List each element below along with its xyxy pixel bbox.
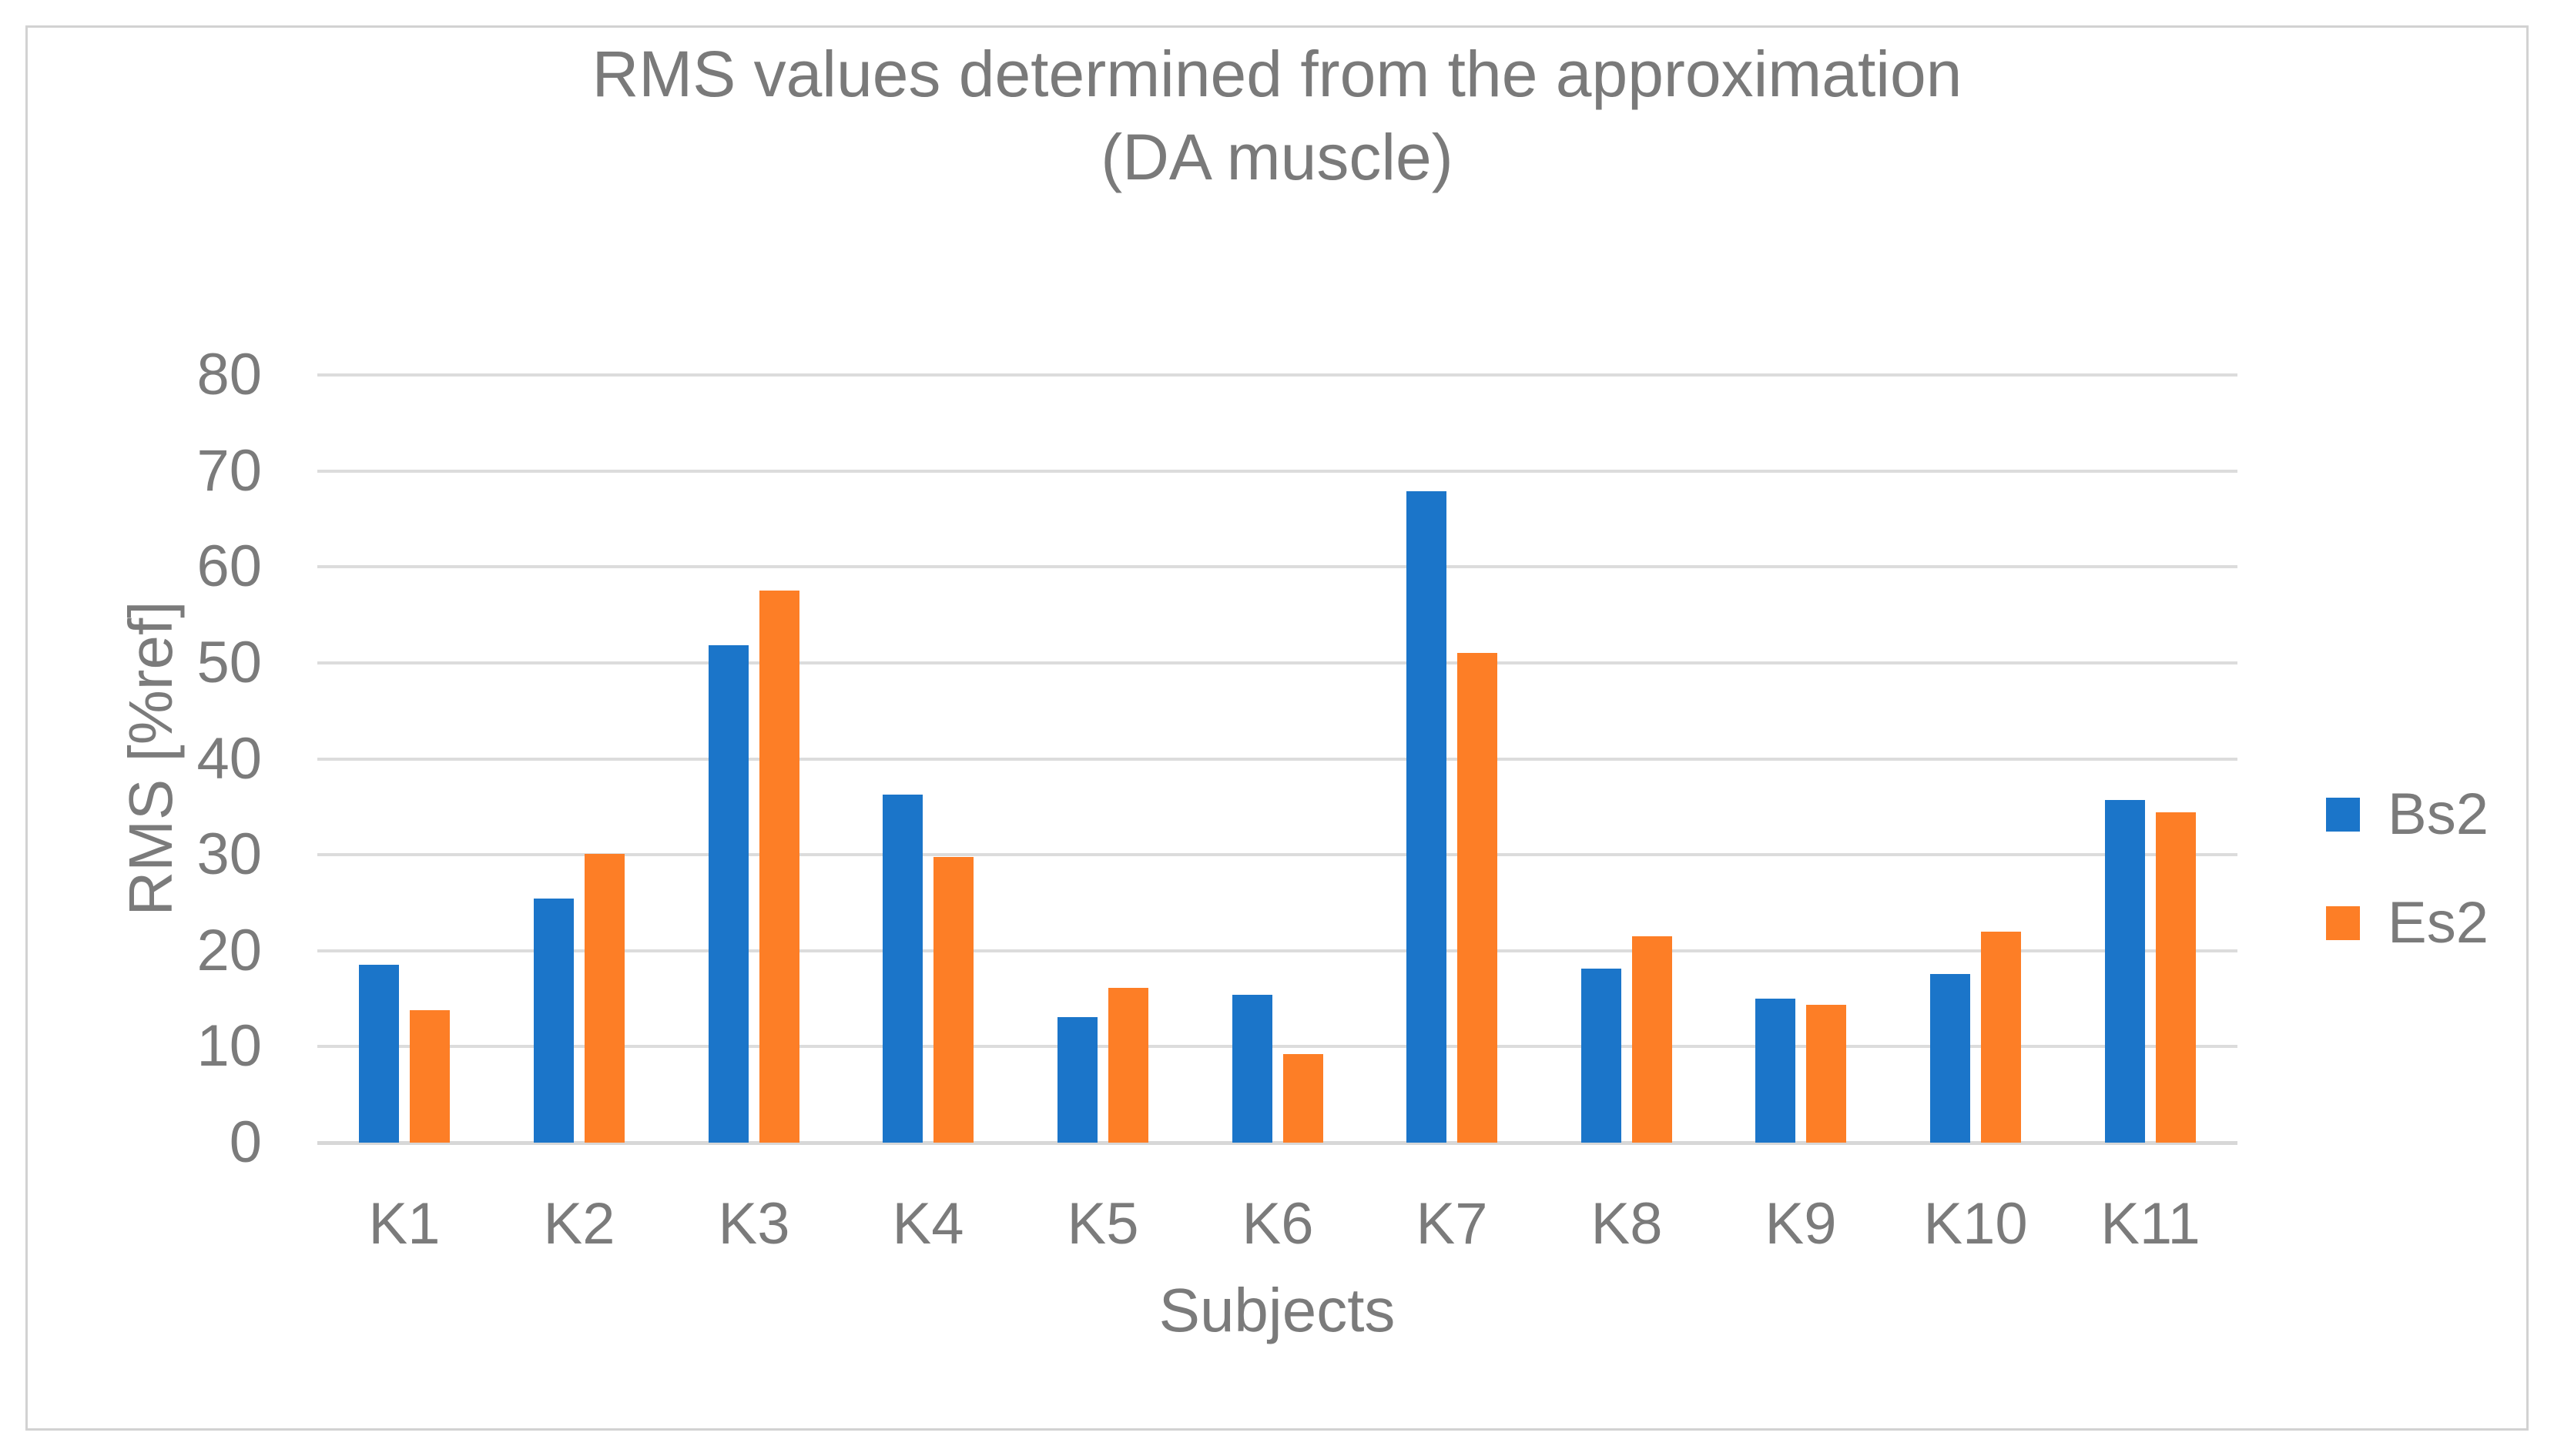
- bar-es2-k11: [2156, 812, 2196, 1143]
- x-category-label-k6: K6: [1242, 1191, 1314, 1257]
- y-tick-label-50: 50: [196, 629, 262, 695]
- bar-bs2-k7: [1406, 491, 1446, 1143]
- y-tick-label-40: 40: [196, 725, 262, 792]
- chart-title-line1: RMS values determined from the approxima…: [592, 38, 1962, 110]
- chart-title-line2: (DA muscle): [1101, 121, 1453, 193]
- x-category-label-k4: K4: [892, 1191, 964, 1257]
- y-tick-label-60: 60: [196, 534, 262, 600]
- bar-bs2-k3: [709, 645, 749, 1143]
- bar-bs2-k11: [2105, 800, 2145, 1143]
- gridline-y-50: [317, 661, 2237, 664]
- x-category-label-k1: K1: [368, 1191, 441, 1257]
- bar-es2-k9: [1806, 1005, 1846, 1143]
- x-category-label-k2: K2: [543, 1191, 615, 1257]
- bar-es2-k3: [759, 591, 799, 1143]
- y-tick-label-10: 10: [196, 1013, 262, 1079]
- bar-es2-k10: [1981, 932, 2021, 1143]
- x-category-label-k8: K8: [1590, 1191, 1663, 1257]
- y-tick-label-20: 20: [196, 917, 262, 983]
- x-axis-title: Subjects: [1158, 1276, 1396, 1344]
- gridline-y-40: [317, 757, 2237, 761]
- legend-label-es2: Es2: [2388, 890, 2489, 956]
- chart-border: [25, 25, 2529, 1431]
- y-tick-label-0: 0: [229, 1110, 262, 1175]
- x-category-label-k9: K9: [1765, 1191, 1837, 1257]
- bar-es2-k4: [933, 857, 974, 1143]
- legend-item-bs2: Bs2: [2326, 785, 2489, 844]
- x-category-label-k5: K5: [1067, 1191, 1139, 1257]
- bar-es2-k5: [1108, 988, 1148, 1143]
- gridline-y-30: [317, 853, 2237, 857]
- x-category-label-k7: K7: [1416, 1191, 1488, 1257]
- gridline-y-70: [317, 469, 2237, 473]
- x-category-label-k3: K3: [718, 1191, 790, 1257]
- x-category-label-k11: K11: [2100, 1191, 2200, 1257]
- bar-es2-k7: [1457, 653, 1497, 1143]
- legend-label-bs2: Bs2: [2388, 782, 2489, 847]
- gridline-y-60: [317, 565, 2237, 569]
- bar-es2-k1: [410, 1010, 450, 1143]
- gridline-y-80: [317, 373, 2237, 377]
- y-tick-label-30: 30: [196, 822, 262, 888]
- gridline-y-10: [317, 1045, 2237, 1049]
- bar-bs2-k6: [1232, 995, 1272, 1143]
- y-tick-label-70: 70: [196, 437, 262, 504]
- bar-bs2-k1: [359, 965, 399, 1143]
- gridline-y-20: [317, 949, 2237, 952]
- y-tick-label-80: 80: [196, 342, 262, 407]
- gridline-y-0: [317, 1141, 2237, 1145]
- chart-title: RMS values determined from the approxima…: [0, 32, 2554, 199]
- bar-es2-k2: [585, 854, 625, 1143]
- legend-swatch-bs2: [2326, 798, 2360, 832]
- bar-bs2-k10: [1930, 974, 1970, 1143]
- bar-bs2-k4: [883, 795, 923, 1143]
- bar-bs2-k5: [1057, 1017, 1098, 1143]
- x-category-label-k10: K10: [1923, 1191, 2028, 1257]
- bar-bs2-k9: [1755, 999, 1795, 1143]
- bar-es2-k8: [1632, 936, 1672, 1143]
- legend-swatch-es2: [2326, 906, 2360, 940]
- bar-es2-k6: [1283, 1054, 1323, 1143]
- legend-item-es2: Es2: [2326, 894, 2489, 952]
- bar-bs2-k8: [1581, 969, 1621, 1143]
- bar-bs2-k2: [534, 899, 574, 1143]
